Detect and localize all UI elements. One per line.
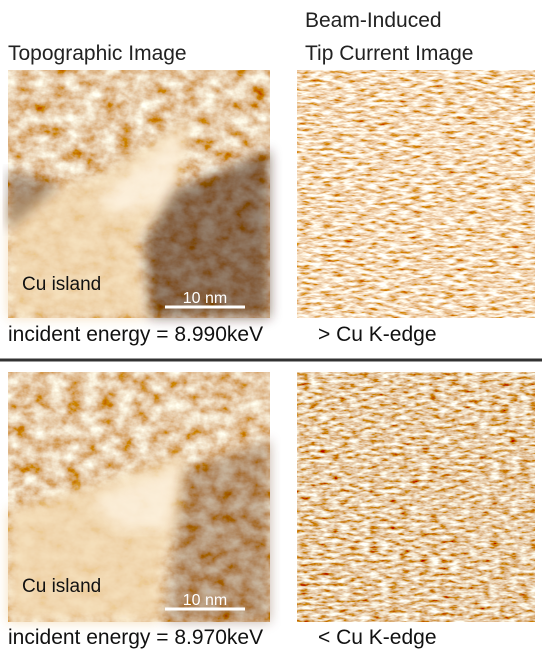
energy-caption: incident energy = 8.990keV — [8, 323, 263, 346]
right-title: Beam-Induced — [305, 9, 442, 32]
right-title: Tip Current Image — [305, 42, 473, 65]
edge-caption: > Cu K-edge — [318, 323, 437, 346]
island-label: Cu island — [22, 576, 101, 597]
edge-caption: < Cu K-edge — [318, 626, 437, 649]
left-title: Topographic Image — [8, 42, 187, 65]
page: {"header": {"left_title": "Topographic I… — [0, 0, 542, 654]
figure: Topographic Image Beam-Induced Tip Curre… — [0, 0, 542, 654]
island-label: Cu island — [22, 274, 101, 295]
energy-caption: incident energy = 8.970keV — [8, 626, 263, 649]
scale-label: 10 nm — [183, 290, 227, 307]
tip-current-image — [297, 70, 535, 318]
scale-label: 10 nm — [183, 592, 227, 609]
tip-current-image — [297, 372, 535, 622]
